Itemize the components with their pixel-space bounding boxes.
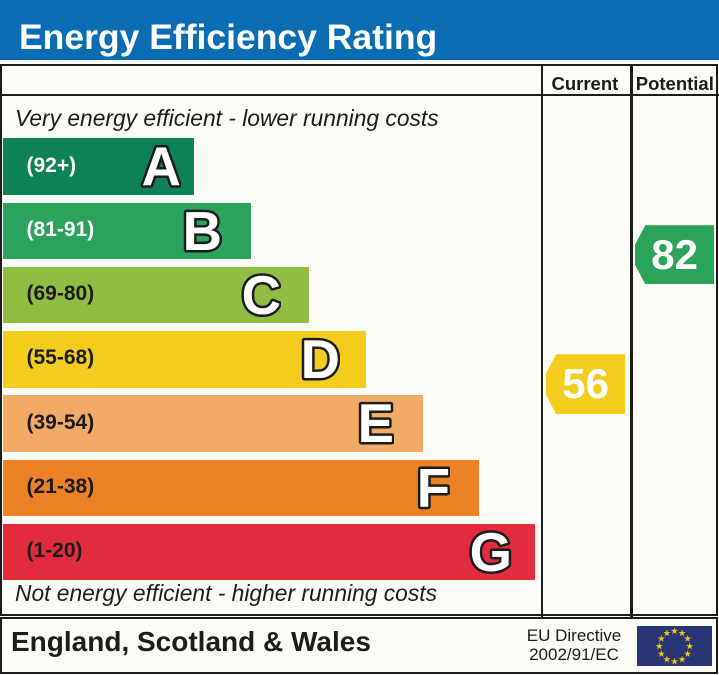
svg-text:F: F bbox=[417, 460, 450, 517]
svg-text:E: E bbox=[357, 395, 393, 452]
svg-text:D: D bbox=[301, 331, 340, 388]
svg-text:A: A bbox=[142, 138, 181, 195]
svg-text:C: C bbox=[241, 267, 280, 324]
svg-text:G: G bbox=[470, 524, 512, 581]
svg-text:B: B bbox=[183, 203, 222, 260]
